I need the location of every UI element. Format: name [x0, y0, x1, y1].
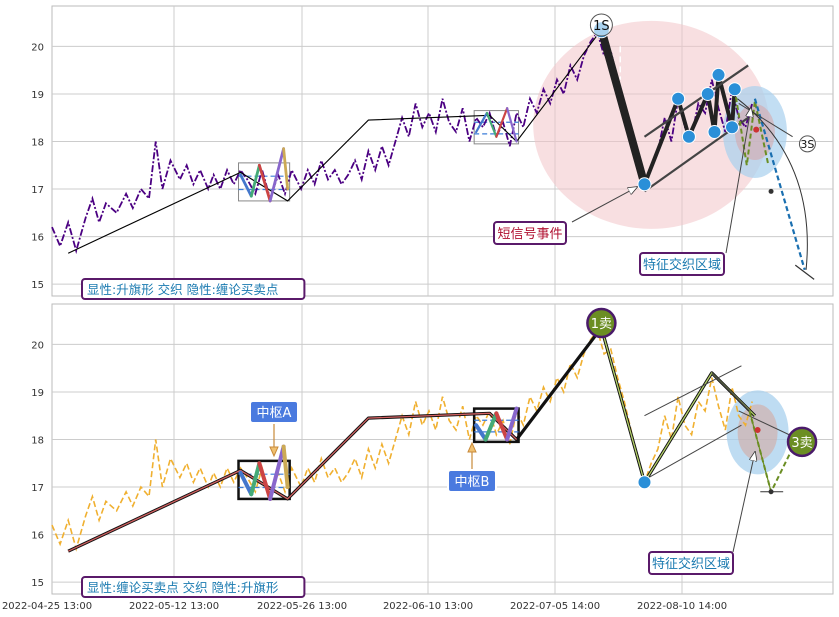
top-3s-label: 3S [800, 138, 814, 151]
top-blue-dashed [753, 98, 806, 271]
bottom-pivot-b-zig-segment [474, 423, 488, 442]
top-y-tick-label: 15 [31, 280, 44, 291]
top-turn-dot [681, 129, 696, 144]
top-turn-dot [707, 124, 722, 139]
top-pivot-a-zig-segment [282, 147, 290, 191]
top-pivot-a-zig-segment [268, 147, 286, 203]
top-drop-stroke [597, 25, 649, 189]
bottom-flag-upper [644, 365, 742, 417]
top-y-tick-label: 19 [31, 90, 44, 101]
bottom-turn-dot [637, 475, 652, 490]
bottom-pivot-a-zig-segment [281, 444, 290, 490]
bottom-plot-frame [51, 303, 834, 595]
bottom-red-dot [754, 426, 761, 433]
top-pivot-a-zig-segment [249, 163, 261, 198]
top-event-label-box [493, 221, 567, 245]
bottom-pivot-a-label-text: 中枢A [257, 406, 292, 421]
top-y-tick-label: 18 [31, 137, 44, 148]
bottom-pivot-b-zig-segment [494, 411, 510, 442]
bottom-pivot-b-label-text: 中枢B [455, 475, 490, 490]
bottom-y-tick-label: 16 [31, 531, 44, 542]
bottom-zone-label-text: 特征交织区域 [652, 556, 730, 572]
top-zone-label-box [639, 252, 725, 276]
bottom-pivot-a-zig-segment [238, 470, 254, 497]
bottom-green-solid [748, 410, 772, 492]
top-event-label-text: 短信号事件 [497, 227, 562, 242]
x-tick-label: 2022-05-12 13:00 [129, 601, 219, 612]
top-y-tick-label: 16 [31, 233, 44, 244]
top-event-arrow [571, 187, 637, 223]
bottom-zone-arrow [732, 452, 755, 553]
top-pivot-b-zig-segment [495, 107, 509, 138]
top-y-tick-label: 17 [31, 185, 44, 196]
bottom-y-tick-label: 17 [31, 483, 44, 494]
top-flag-upper [643, 64, 749, 138]
top-pivot-b-zig-segment [475, 111, 489, 134]
x-tick-label: 2022-06-10 13:00 [383, 601, 473, 612]
top-turn-dot [725, 120, 740, 135]
bottom-3sell-label: 3卖 [791, 436, 812, 451]
top-turn-dot [711, 67, 726, 82]
top-turn-dot [637, 177, 652, 192]
bottom-annotation-box [81, 576, 306, 598]
bottom-pivot-a-zig-segment [268, 444, 286, 501]
x-tick-label: 2022-07-05 14:00 [510, 601, 600, 612]
top-pivot-b-zig-segment [485, 111, 498, 138]
top-black-dot [768, 188, 774, 194]
top-3s-marker [798, 135, 816, 153]
bottom-pivot-b-pointer-head [467, 441, 477, 453]
top-pivot-a [238, 162, 291, 202]
bottom-pivot-a-zig-segment [257, 461, 273, 501]
x-tick-label: 2022-04-25 13:00 [2, 601, 92, 612]
bottom-zone-label-box [648, 551, 734, 575]
top-y-tick-label: 20 [31, 42, 44, 53]
top-turn-dot [727, 82, 742, 97]
bottom-pivot-b-zig-segment [483, 411, 499, 442]
bottom-pivot-a-zig-segment [249, 461, 262, 497]
top-1s-label: 1S [593, 19, 610, 34]
bottom-y-tick-label: 15 [31, 578, 44, 589]
bottom-1sell-marker [586, 307, 617, 339]
top-zone-pink-large [533, 20, 770, 229]
top-arc-tick [794, 264, 815, 280]
bottom-flag-lower [644, 424, 742, 481]
top-annotation-box [81, 278, 306, 300]
x-tick-label: 2022-08-10 14:00 [637, 601, 727, 612]
top-turn-dot [671, 91, 686, 106]
top-zone-label-text: 特征交织区域 [643, 257, 721, 273]
bottom-annotation-text: 显性:缠论买卖点 交织 隐性:升旗形 [87, 580, 279, 595]
bottom-pivot-a-pointer-head [269, 446, 279, 458]
top-turn-dot [700, 86, 715, 101]
top-price-line [51, 30, 754, 255]
bottom-y-tick-label: 18 [31, 435, 44, 446]
top-pivot-b-zig-segment [506, 107, 518, 143]
top-arc [737, 98, 808, 270]
top-zone-arrow [725, 108, 751, 254]
bottom-pivot-b-label-box [447, 469, 497, 493]
bottom-1sell-label: 1卖 [591, 317, 612, 332]
top-pivot-a-zig-segment [239, 173, 253, 198]
top-pivot-a-zig-segment [257, 163, 272, 203]
top-1s-marker [589, 13, 613, 37]
top-annotation-text: 显性:升旗形 交织 隐性:缠论买卖点 [87, 282, 278, 297]
bottom-y-tick-label: 20 [31, 340, 44, 351]
bottom-flag-ext1 [711, 372, 750, 412]
bottom-pivot-a [237, 459, 291, 501]
top-red-dot [753, 126, 760, 133]
bottom-pivot-a-label-box [249, 400, 299, 424]
bottom-3sell-marker [786, 426, 818, 458]
bottom-y-tick-label: 19 [31, 388, 44, 399]
x-tick-label: 2022-05-26 13:00 [257, 601, 347, 612]
bottom-pivot-b-zig-segment [505, 406, 519, 442]
